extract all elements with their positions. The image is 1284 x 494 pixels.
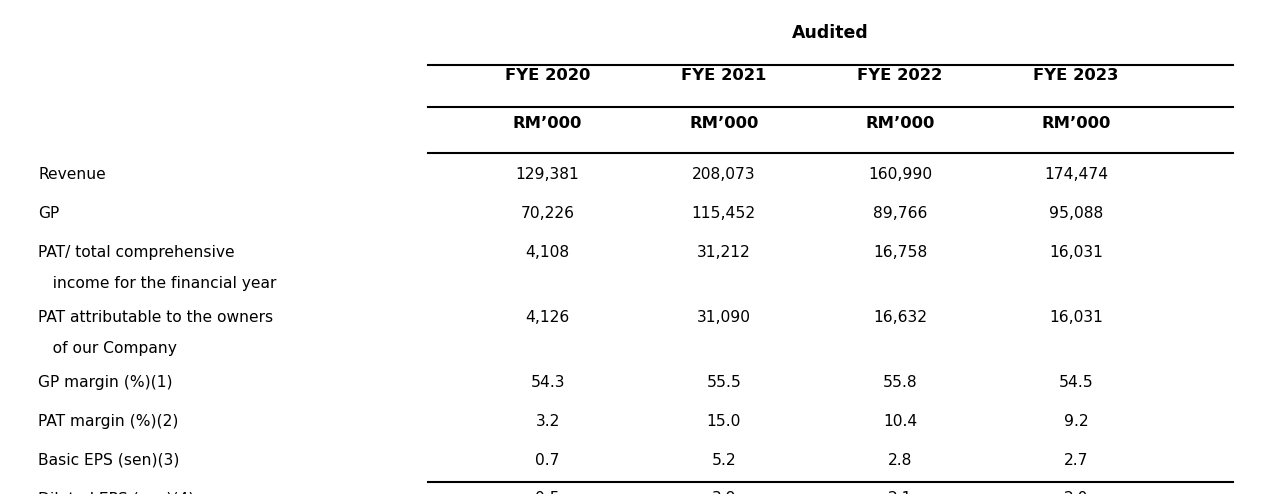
Text: 16,758: 16,758: [873, 245, 927, 259]
Text: PAT attributable to the owners: PAT attributable to the owners: [39, 310, 273, 325]
Text: 9.2: 9.2: [1064, 414, 1089, 429]
Text: 129,381: 129,381: [516, 167, 579, 182]
Text: RM’000: RM’000: [1041, 116, 1111, 131]
Text: 10.4: 10.4: [883, 414, 917, 429]
Text: 31,090: 31,090: [697, 310, 751, 325]
Text: 5.2: 5.2: [711, 453, 736, 468]
Text: income for the financial year: income for the financial year: [39, 276, 276, 291]
Text: 54.3: 54.3: [530, 375, 565, 390]
Text: RM’000: RM’000: [690, 116, 759, 131]
Text: 2.8: 2.8: [887, 453, 912, 468]
Text: 70,226: 70,226: [520, 206, 575, 221]
Text: Basic EPS (sen)(3): Basic EPS (sen)(3): [39, 453, 180, 468]
Text: FYE 2021: FYE 2021: [681, 68, 767, 83]
Text: 4,126: 4,126: [525, 310, 570, 325]
Text: Diluted EPS (sen)(4): Diluted EPS (sen)(4): [39, 492, 194, 494]
Text: 2.7: 2.7: [1064, 453, 1089, 468]
Text: Revenue: Revenue: [39, 167, 105, 182]
Text: 208,073: 208,073: [692, 167, 755, 182]
Text: 0.7: 0.7: [535, 453, 560, 468]
Text: 4,108: 4,108: [525, 245, 570, 259]
Text: 0.5: 0.5: [535, 492, 560, 494]
Text: 3.2: 3.2: [535, 414, 560, 429]
Text: 16,632: 16,632: [873, 310, 927, 325]
Text: 174,474: 174,474: [1044, 167, 1108, 182]
Text: 3.9: 3.9: [711, 492, 736, 494]
Text: 54.5: 54.5: [1059, 375, 1094, 390]
Text: FYE 2023: FYE 2023: [1034, 68, 1118, 83]
Text: Audited: Audited: [792, 24, 869, 42]
Text: GP: GP: [39, 206, 59, 221]
Text: 2.0: 2.0: [1064, 492, 1089, 494]
Text: 55.8: 55.8: [882, 375, 917, 390]
Text: GP margin (%)(1): GP margin (%)(1): [39, 375, 172, 390]
Text: RM’000: RM’000: [865, 116, 935, 131]
Text: RM’000: RM’000: [512, 116, 583, 131]
Text: of our Company: of our Company: [39, 341, 177, 356]
Text: PAT margin (%)(2): PAT margin (%)(2): [39, 414, 178, 429]
Text: 2.1: 2.1: [887, 492, 912, 494]
Text: 55.5: 55.5: [706, 375, 741, 390]
Text: 15.0: 15.0: [706, 414, 741, 429]
Text: 16,031: 16,031: [1049, 310, 1103, 325]
Text: 16,031: 16,031: [1049, 245, 1103, 259]
Text: FYE 2022: FYE 2022: [858, 68, 942, 83]
Text: 31,212: 31,212: [697, 245, 751, 259]
Text: FYE 2020: FYE 2020: [505, 68, 591, 83]
Text: PAT/ total comprehensive: PAT/ total comprehensive: [39, 245, 235, 259]
Text: 115,452: 115,452: [692, 206, 756, 221]
Text: 95,088: 95,088: [1049, 206, 1103, 221]
Text: 89,766: 89,766: [873, 206, 927, 221]
Text: 160,990: 160,990: [868, 167, 932, 182]
